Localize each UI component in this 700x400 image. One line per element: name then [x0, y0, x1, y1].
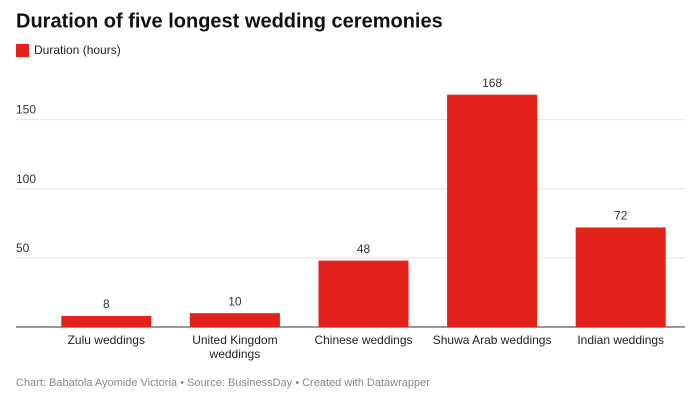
value-label: 8 [103, 297, 110, 311]
value-label: 48 [357, 242, 371, 256]
y-tick-label: 100 [16, 172, 36, 186]
value-label: 72 [614, 209, 628, 223]
bar [189, 313, 280, 327]
y-tick-label: 50 [16, 241, 30, 255]
x-tick-label: Chinese weddings [314, 333, 413, 347]
bar [318, 260, 409, 327]
legend-swatch [16, 44, 29, 57]
chart-title: Duration of five longest wedding ceremon… [16, 10, 443, 32]
source-note: Chart: Babatola Ayomide Victoria • Sourc… [16, 377, 430, 389]
x-tick-label: Indian weddings [577, 333, 665, 347]
value-label: 10 [228, 294, 242, 308]
x-tick-label: United Kingdom weddings [192, 333, 278, 361]
legend-label: Duration (hours) [34, 43, 121, 57]
bar [447, 94, 538, 328]
bar [575, 227, 666, 327]
bar [61, 315, 152, 327]
value-label: 168 [482, 76, 502, 90]
y-tick-label: 150 [16, 103, 36, 117]
x-tick-label: Shuwa Arab weddings [432, 333, 552, 347]
x-tick-label: Zulu weddings [67, 333, 145, 347]
